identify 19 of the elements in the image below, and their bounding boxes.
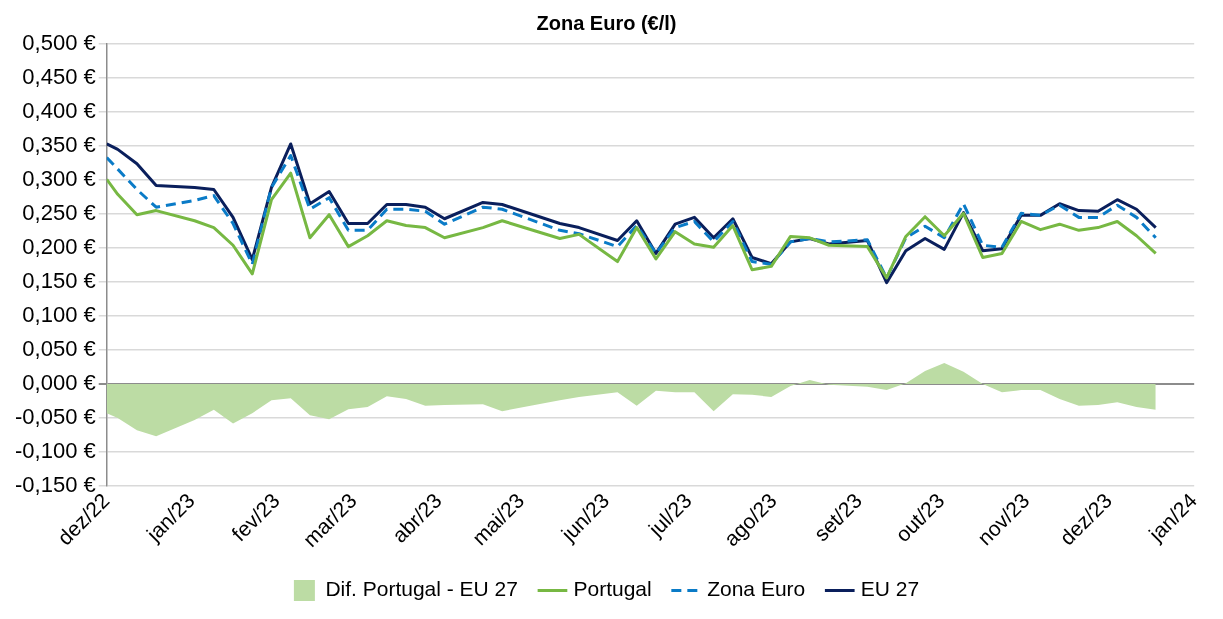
y-tick-label: 0,150 € xyxy=(22,268,96,294)
legend-label: Dif. Portugal - EU 27 xyxy=(325,577,518,601)
legend-label: Portugal xyxy=(573,577,652,601)
y-tick-label: 0,500 € xyxy=(22,30,96,56)
legend-label: EU 27 xyxy=(860,577,920,601)
y-tick-label: -0,100 € xyxy=(14,438,96,464)
y-tick-label: 0,400 € xyxy=(22,98,96,124)
y-tick-label: 0,450 € xyxy=(22,64,96,90)
y-tick-label: 0,350 € xyxy=(22,132,96,158)
y-tick-label: 0,100 € xyxy=(22,302,96,328)
y-tick-label: 0,050 € xyxy=(22,336,96,362)
y-tick-label: 0,000 € xyxy=(22,370,96,396)
chart-title: Zona Euro (€/l) xyxy=(536,11,677,34)
y-tick-label: 0,200 € xyxy=(22,234,96,260)
legend-label: Zona Euro xyxy=(707,577,806,601)
y-tick-label: -0,150 € xyxy=(14,472,96,498)
y-tick-label: 0,300 € xyxy=(22,166,96,192)
y-tick-label: 0,250 € xyxy=(22,200,96,226)
y-tick-label: -0,050 € xyxy=(14,404,96,430)
